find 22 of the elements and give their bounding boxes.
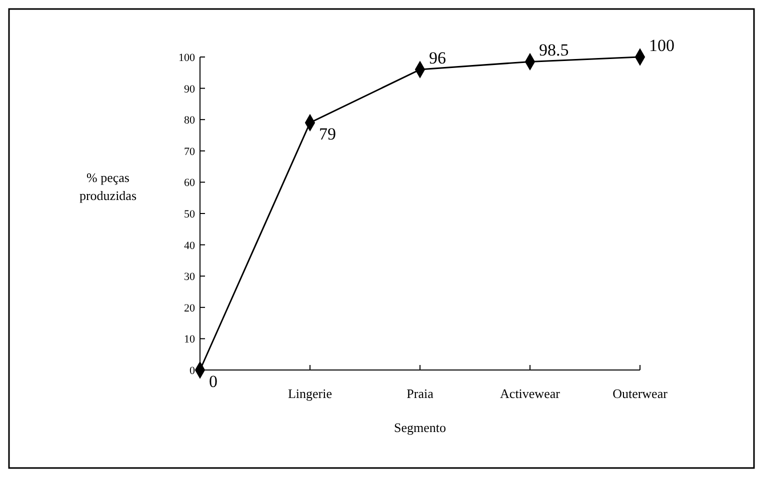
data-label: 79 [319,124,336,144]
x-tick-label: Activewear [500,386,561,401]
data-label: 96 [429,48,446,68]
y-tick-label: 0 [190,365,196,377]
x-axis-title: Segmento [394,420,446,435]
y-tick-label: 60 [184,177,196,190]
y-tick-label: 80 [184,114,196,127]
y-tick-label: 10 [184,334,196,346]
x-tick-label: Outerwear [612,386,668,401]
data-label: 0 [209,372,218,391]
y-tick-label: 30 [184,271,196,284]
y-tick-label: 20 [184,302,196,314]
y-axis-title: % peças produzidas [79,170,137,204]
data-label: 98.5 [539,40,569,60]
y-tick-label: 90 [184,83,196,96]
y-tick-label: 70 [184,146,196,158]
y-tick-label: 100 [178,52,196,64]
x-tick-label: Lingerie [288,386,332,401]
y-tick-label: 50 [184,208,196,220]
data-label: 100 [649,36,674,55]
y-tick-label: 40 [184,240,196,252]
x-tick-label: Praia [406,386,434,401]
